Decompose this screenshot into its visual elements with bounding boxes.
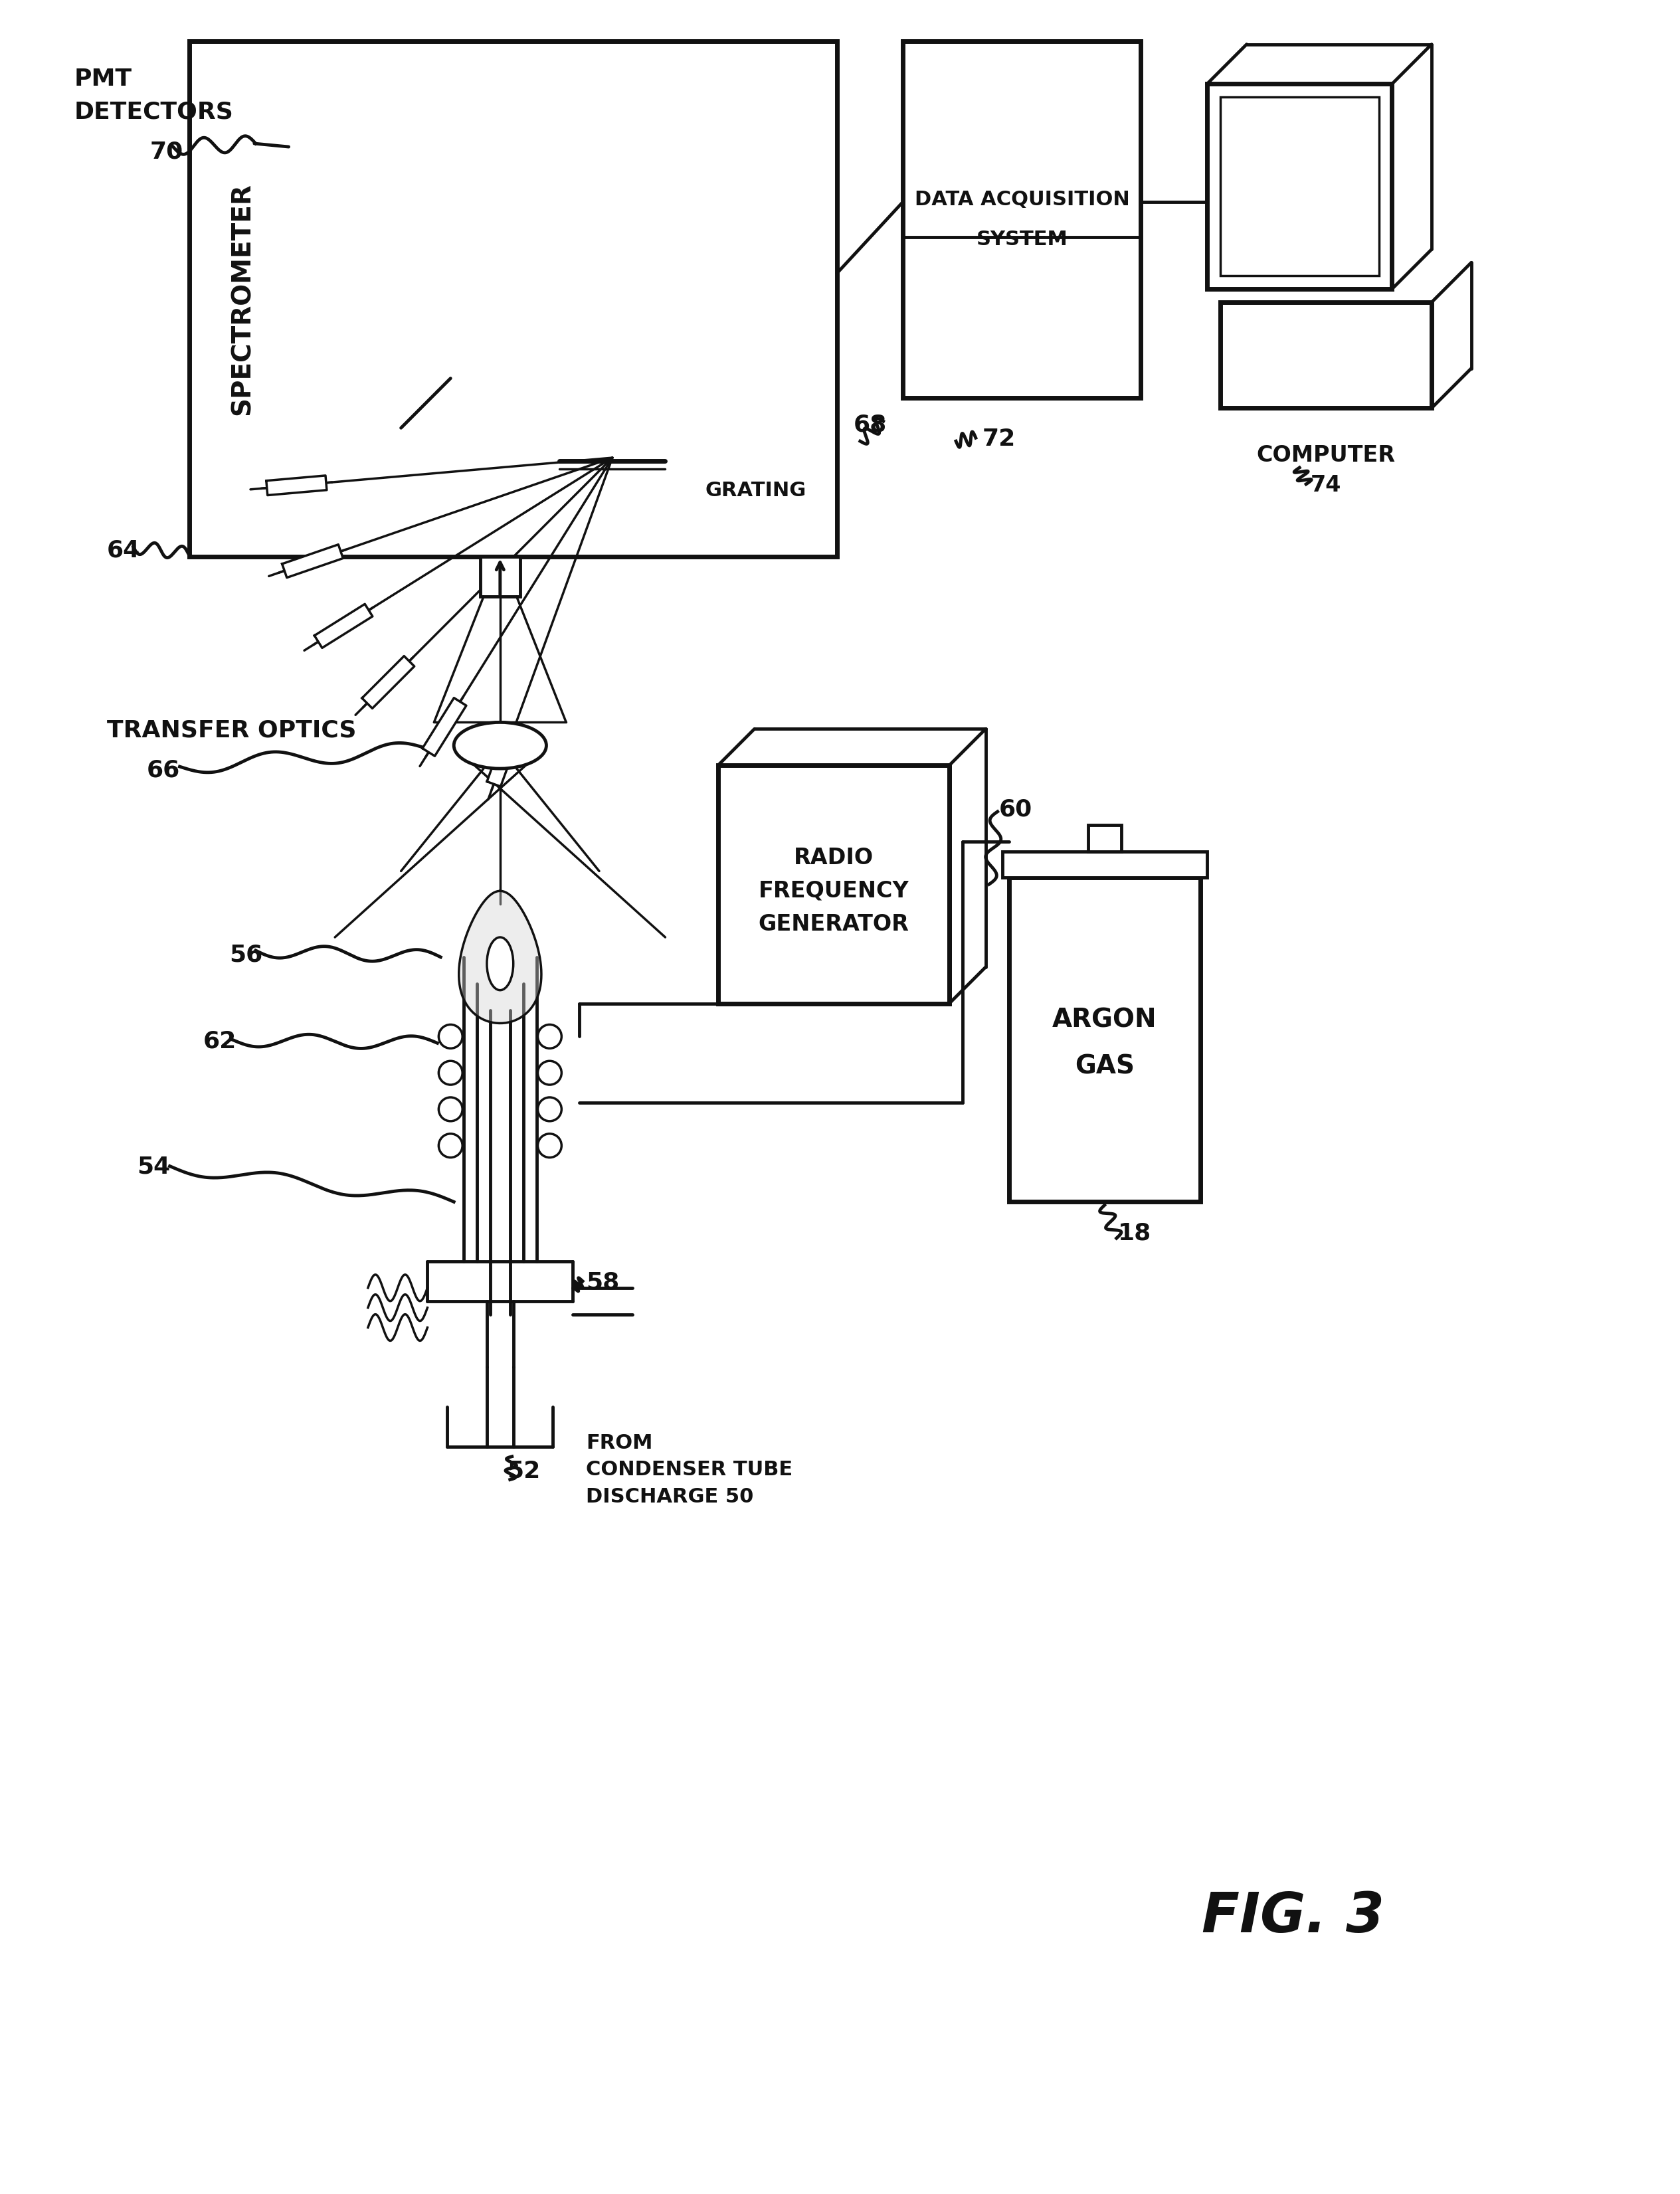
Text: TRANSFER OPTICS: TRANSFER OPTICS [108, 720, 356, 742]
Bar [1206, 83, 1393, 290]
Text: SPECTROMETER: SPECTROMETER [230, 182, 255, 415]
Text: 72: 72 [983, 428, 1016, 450]
Text: 62: 62 [203, 1029, 237, 1053]
Bar [1220, 303, 1431, 408]
Bar [717, 766, 949, 1003]
Text: DATA ACQUISITION: DATA ACQUISITION [914, 191, 1129, 208]
Bar [1003, 851, 1206, 878]
Text: 58: 58 [586, 1270, 620, 1294]
Text: COMPUTER: COMPUTER [1257, 445, 1396, 467]
Polygon shape [459, 891, 541, 1022]
Polygon shape [422, 698, 467, 757]
Text: SYSTEM: SYSTEM [976, 230, 1068, 250]
Polygon shape [487, 726, 521, 785]
Text: GAS: GAS [1075, 1053, 1134, 1079]
Text: RADIO: RADIO [795, 847, 874, 869]
Text: 68: 68 [853, 412, 887, 437]
Bar [1089, 825, 1121, 851]
Text: PMT: PMT [74, 68, 131, 90]
Text: ARGON: ARGON [1052, 1007, 1158, 1033]
Text: FROM
CONDENSER TUBE
DISCHARGE 50: FROM CONDENSER TUBE DISCHARGE 50 [586, 1433, 793, 1507]
Text: 64: 64 [108, 540, 141, 562]
Polygon shape [265, 476, 326, 496]
Bar [480, 557, 519, 597]
Text: 52: 52 [507, 1459, 539, 1483]
Bar [1220, 97, 1379, 276]
Polygon shape [361, 656, 415, 709]
Text: FREQUENCY: FREQUENCY [758, 880, 909, 902]
Text: DETECTORS: DETECTORS [74, 101, 234, 123]
Text: 54: 54 [136, 1156, 170, 1178]
Ellipse shape [487, 937, 514, 989]
Polygon shape [282, 544, 343, 577]
Polygon shape [314, 603, 373, 647]
Text: 60: 60 [1000, 799, 1032, 821]
Text: 70: 70 [150, 140, 183, 162]
Text: 56: 56 [228, 943, 262, 968]
Text: FIG. 3: FIG. 3 [1201, 1889, 1384, 1944]
Text: GRATING: GRATING [706, 480, 806, 500]
Bar [190, 42, 837, 557]
Text: GENERATOR: GENERATOR [758, 913, 909, 935]
Text: 74: 74 [1310, 474, 1341, 496]
Bar [904, 42, 1141, 397]
Ellipse shape [454, 722, 546, 768]
Text: 66: 66 [146, 759, 180, 781]
Bar [1008, 878, 1201, 1202]
Text: 18: 18 [1117, 1222, 1151, 1244]
